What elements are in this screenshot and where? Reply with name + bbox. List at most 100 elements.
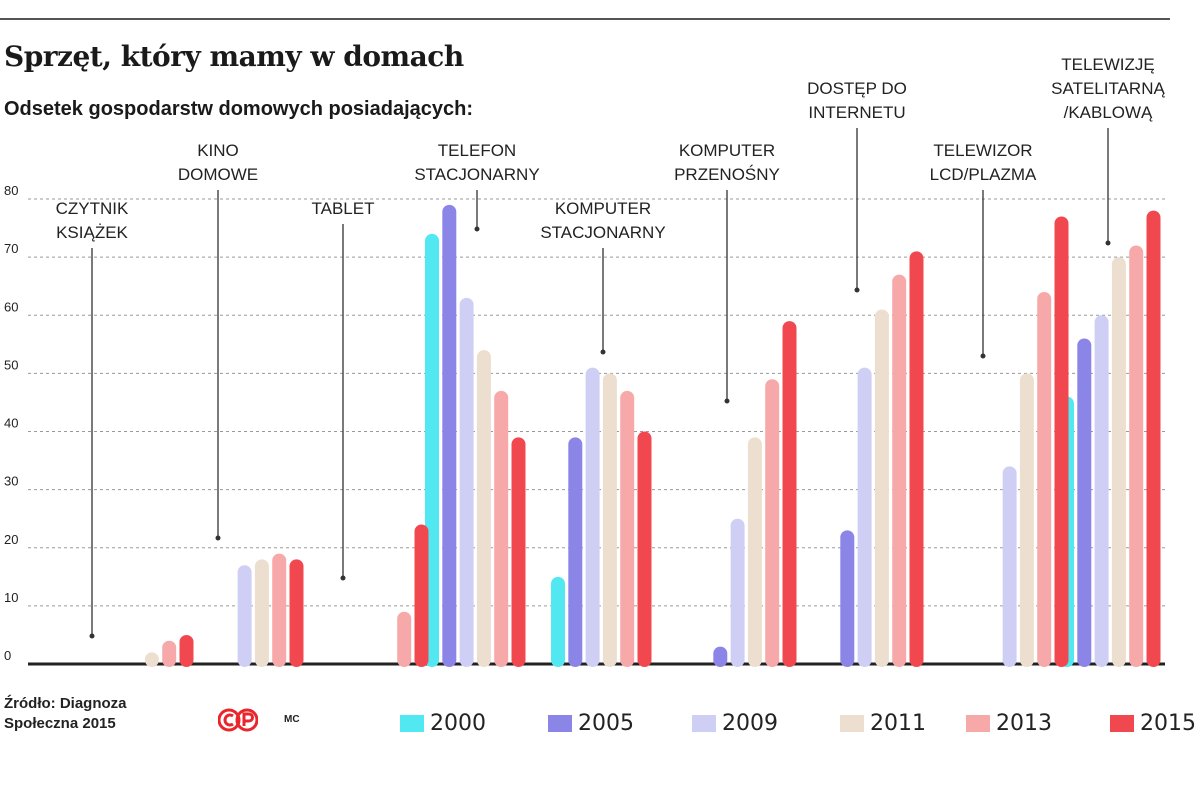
- bar-2013-cat7: [1037, 292, 1052, 667]
- legend-item-2011: 2011: [840, 708, 926, 738]
- source-note: Źródło: Diagnoza Społeczna 2015: [4, 695, 127, 732]
- bar-2013-cat2: [397, 611, 412, 667]
- category-label: KOMPUTER: [679, 141, 775, 160]
- leader-dot: [215, 535, 221, 541]
- category-label: KSIĄŻEK: [56, 223, 128, 242]
- legend-label: 2015: [1140, 710, 1196, 736]
- bar-2005-cat6: [840, 530, 855, 667]
- bar-2009-cat8: [1094, 315, 1109, 667]
- bar-2011-cat8: [1111, 257, 1126, 667]
- y-tick-label: 40: [4, 416, 18, 431]
- legend-item-2015: 2015: [1110, 708, 1196, 738]
- category-label: TELEWIZJĘ: [1061, 55, 1155, 74]
- legend: 2000 2005 2009 2011 2013 2015: [400, 708, 1196, 738]
- category-label: SATELITARNĄ: [1051, 79, 1165, 98]
- category-label: TELEWIZOR: [933, 141, 1032, 160]
- leader-layer: [89, 128, 1111, 639]
- bar-2009-cat4: [585, 367, 600, 667]
- legend-swatch: [966, 714, 990, 732]
- bar-2015-cat1: [289, 559, 304, 667]
- bar-2009-cat5: [730, 518, 745, 667]
- leader-dot: [600, 349, 606, 355]
- legend-label: 2000: [430, 710, 486, 736]
- bar-2013-cat1: [272, 553, 287, 667]
- bar-2011-cat4: [602, 373, 617, 667]
- y-tick-label: 20: [4, 532, 18, 547]
- bar-2015-cat0: [179, 634, 194, 667]
- leader-dot: [474, 226, 480, 232]
- author-initials: MC: [284, 714, 300, 725]
- bar-2011-cat5: [747, 437, 762, 667]
- bar-2009-cat3: [459, 297, 474, 667]
- legend-label: 2009: [722, 710, 778, 736]
- top-rule: [0, 18, 1170, 20]
- legend-swatch: [548, 714, 572, 732]
- y-tick-label: 70: [4, 241, 18, 256]
- bar-2013-cat4: [620, 390, 635, 667]
- bar-chart: 0 10 20 30 40 50 60 70 80 CZYTNIK KSIĄŻEK KINO DOMO…: [4, 55, 1166, 667]
- bar-2013-cat6: [892, 274, 907, 667]
- legend-swatch: [692, 714, 716, 732]
- bar-2013-cat3: [494, 390, 509, 667]
- y-tick-label: 60: [4, 299, 18, 314]
- bar-2011-cat3: [476, 350, 491, 667]
- legend-label: 2005: [578, 710, 634, 736]
- bar-2015-cat2: [414, 524, 429, 667]
- y-tick-label: 0: [4, 648, 11, 663]
- category-label: KOMPUTER: [555, 199, 651, 218]
- category-label: /KABLOWĄ: [1064, 103, 1153, 122]
- category-label: CZYTNIK: [56, 199, 129, 218]
- legend-item-2009: 2009: [692, 708, 778, 738]
- category-label: TELEFON: [438, 141, 516, 160]
- leader-dot: [1105, 240, 1111, 246]
- category-label: STACJONARNY: [540, 223, 665, 242]
- chart-title: Sprzęt, który mamy w domach: [4, 40, 464, 73]
- bar-2013-cat8: [1129, 245, 1144, 667]
- legend-swatch: [1110, 714, 1134, 732]
- leader-dot: [980, 353, 986, 359]
- bar-2009-cat7: [1002, 466, 1017, 667]
- category-label: DOSTĘP DO: [807, 79, 907, 98]
- bar-2005-cat4: [568, 437, 583, 667]
- leader-dot: [724, 398, 730, 404]
- legend-label: 2011: [870, 710, 926, 736]
- bar-layer: [144, 204, 1161, 667]
- bar-2015-cat7: [1054, 216, 1069, 667]
- bar-2013-cat5: [765, 379, 780, 667]
- y-tick-label: 30: [4, 474, 18, 489]
- bar-2005-cat3: [442, 204, 457, 667]
- legend-swatch: [400, 714, 424, 732]
- legend-swatch: [840, 714, 864, 732]
- bar-2005-cat8: [1077, 338, 1092, 667]
- legend-item-2005: 2005: [548, 708, 634, 738]
- legend-label: 2013: [996, 710, 1052, 736]
- chart-subtitle: Odsetek gospodarstw domowych posiadający…: [4, 98, 474, 120]
- bar-2011-cat0: [144, 652, 159, 667]
- category-label: PRZENOŚNY: [674, 165, 780, 184]
- bar-2009-cat6: [857, 367, 872, 667]
- label-layer: CZYTNIK KSIĄŻEK KINO DOMOWE TABLET TELEFON STA…: [56, 55, 1166, 242]
- publisher-logo-icon: [218, 708, 258, 732]
- bar-2015-cat5: [782, 321, 797, 667]
- bar-2005-cat5: [713, 646, 728, 667]
- grid-layer: 0 10 20 30 40 50 60 70 80: [4, 183, 1165, 666]
- category-label: TABLET: [312, 199, 375, 218]
- category-label: LCD/PLAZMA: [930, 165, 1037, 184]
- category-label: KINO: [197, 141, 239, 160]
- bar-2011-cat7: [1019, 373, 1034, 667]
- y-tick-label: 10: [4, 590, 18, 605]
- leader-dot: [89, 633, 95, 639]
- category-label: INTERNETU: [808, 103, 905, 122]
- leader-dot: [854, 287, 860, 293]
- bar-2000-cat4: [551, 576, 565, 667]
- legend-item-2013: 2013: [966, 708, 1052, 738]
- y-tick-label: 80: [4, 183, 18, 198]
- bar-2015-cat8: [1146, 210, 1161, 667]
- bar-2009-cat1: [237, 565, 252, 667]
- bar-2011-cat6: [874, 309, 889, 667]
- bar-2015-cat3: [511, 437, 526, 667]
- category-label: DOMOWE: [178, 165, 258, 184]
- legend-item-2000: 2000: [400, 708, 486, 738]
- bar-2011-cat1: [254, 559, 269, 667]
- category-label: STACJONARNY: [414, 165, 539, 184]
